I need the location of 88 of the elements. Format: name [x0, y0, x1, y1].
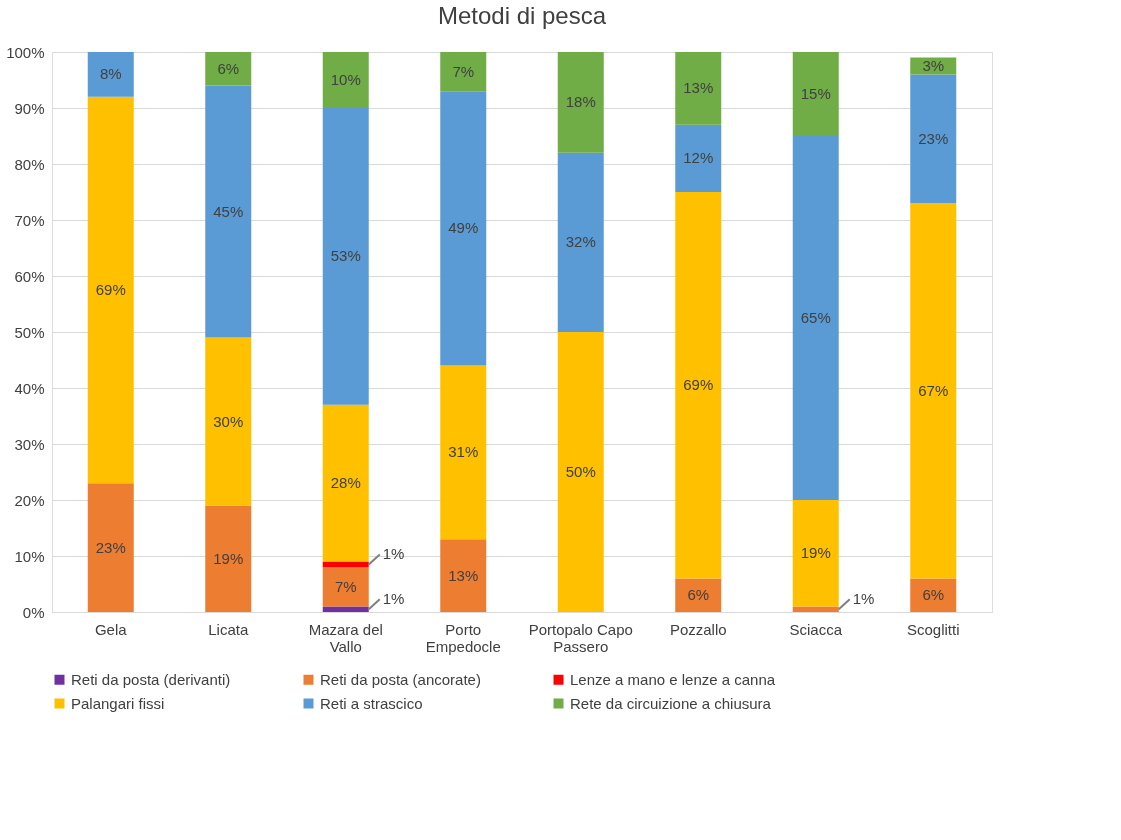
bar	[440, 52, 487, 92]
x-tick-label: Gela	[94, 620, 128, 638]
data-label: 18%	[565, 93, 596, 111]
bar	[205, 337, 252, 506]
bar	[322, 52, 369, 108]
legend-label: Reti da posta (ancorate)	[320, 670, 481, 688]
bar	[792, 500, 839, 607]
bar	[675, 124, 722, 192]
bar	[910, 203, 957, 579]
bar	[792, 52, 839, 136]
bar	[87, 52, 134, 97]
bar	[792, 136, 839, 500]
x-tick-label: Scoglitti	[906, 620, 960, 638]
bar	[675, 192, 722, 579]
x-tick-label: Licata	[208, 620, 249, 638]
x-tick-label: Mazara del Vallo	[308, 620, 383, 655]
y-tick-label: 40%	[14, 379, 45, 397]
y-tick-label: 100%	[6, 43, 45, 61]
x-tick-label: Pozzallo	[669, 620, 727, 638]
bar	[675, 578, 722, 612]
x-tick-label: Portopalo Capo Passero	[528, 620, 633, 655]
bar	[205, 505, 252, 612]
data-label: 7%	[334, 577, 357, 595]
bar	[440, 539, 487, 612]
bar	[322, 108, 369, 405]
bar	[675, 52, 722, 125]
data-label: 19%	[213, 549, 244, 567]
legend-label: Palangari fissi	[71, 694, 165, 712]
bar	[322, 404, 369, 562]
data-label: 12%	[683, 149, 714, 167]
data-label: 13%	[683, 79, 714, 97]
data-label: 65%	[800, 309, 831, 326]
data-label: 6%	[922, 586, 945, 604]
data-label: 6%	[217, 59, 240, 77]
data-label: 23%	[95, 538, 126, 556]
data-label: 1%	[852, 590, 875, 608]
data-label: 50%	[565, 463, 596, 480]
data-label: 23%	[918, 129, 949, 147]
data-label: 30%	[213, 412, 244, 430]
bar	[205, 85, 252, 338]
bar	[557, 332, 604, 612]
data-label: 3%	[922, 57, 945, 74]
data-label: 45%	[213, 202, 244, 220]
data-label: 53%	[330, 247, 361, 265]
y-tick-label: 0%	[22, 603, 45, 621]
data-label: 1%	[382, 590, 405, 608]
chart-title: Metodi di pesca	[437, 2, 607, 29]
y-tick-label: 60%	[14, 267, 45, 285]
y-tick-label: 10%	[14, 547, 45, 565]
bar	[322, 606, 369, 612]
y-tick-label: 80%	[14, 155, 45, 173]
x-tick-label: Sciacca	[789, 620, 843, 638]
data-label: 1%	[382, 545, 405, 563]
y-tick-label: 90%	[14, 99, 45, 117]
data-label: 7%	[452, 62, 475, 80]
legend-label: Reti da posta (derivanti)	[71, 670, 231, 688]
y-tick-label: 30%	[14, 435, 45, 453]
y-tick-label: 50%	[14, 323, 45, 341]
legend-label: Reti a strascico	[320, 694, 423, 712]
bar	[557, 52, 604, 153]
data-label: 13%	[448, 566, 479, 584]
bar	[322, 567, 369, 607]
data-label: 31%	[448, 443, 479, 461]
data-label: 69%	[683, 376, 714, 394]
bar	[910, 74, 957, 204]
data-label: 8%	[99, 65, 122, 83]
data-label: 67%	[918, 381, 949, 399]
y-tick-label: 70%	[14, 211, 45, 229]
bar	[910, 578, 957, 612]
y-tick-label: 20%	[14, 491, 45, 509]
data-label: 6%	[687, 586, 710, 604]
bar	[87, 96, 134, 484]
data-label: 10%	[330, 71, 361, 88]
bar	[440, 365, 487, 540]
data-label: 15%	[800, 85, 831, 102]
data-label: 19%	[800, 544, 831, 562]
bar	[205, 52, 252, 86]
bar	[87, 483, 134, 612]
bar	[792, 606, 839, 612]
data-label: 32%	[565, 233, 596, 251]
data-label: 28%	[330, 474, 361, 492]
data-label: 69%	[95, 281, 126, 298]
x-tick-label: Porto Empedocle	[425, 620, 501, 655]
bar	[440, 91, 487, 366]
legend-label: Rete da circuizione a chiusura	[570, 694, 772, 712]
data-label: 49%	[448, 219, 479, 237]
bar	[557, 152, 604, 332]
legend-label: Lenze a mano e lenze a canna	[570, 670, 776, 688]
